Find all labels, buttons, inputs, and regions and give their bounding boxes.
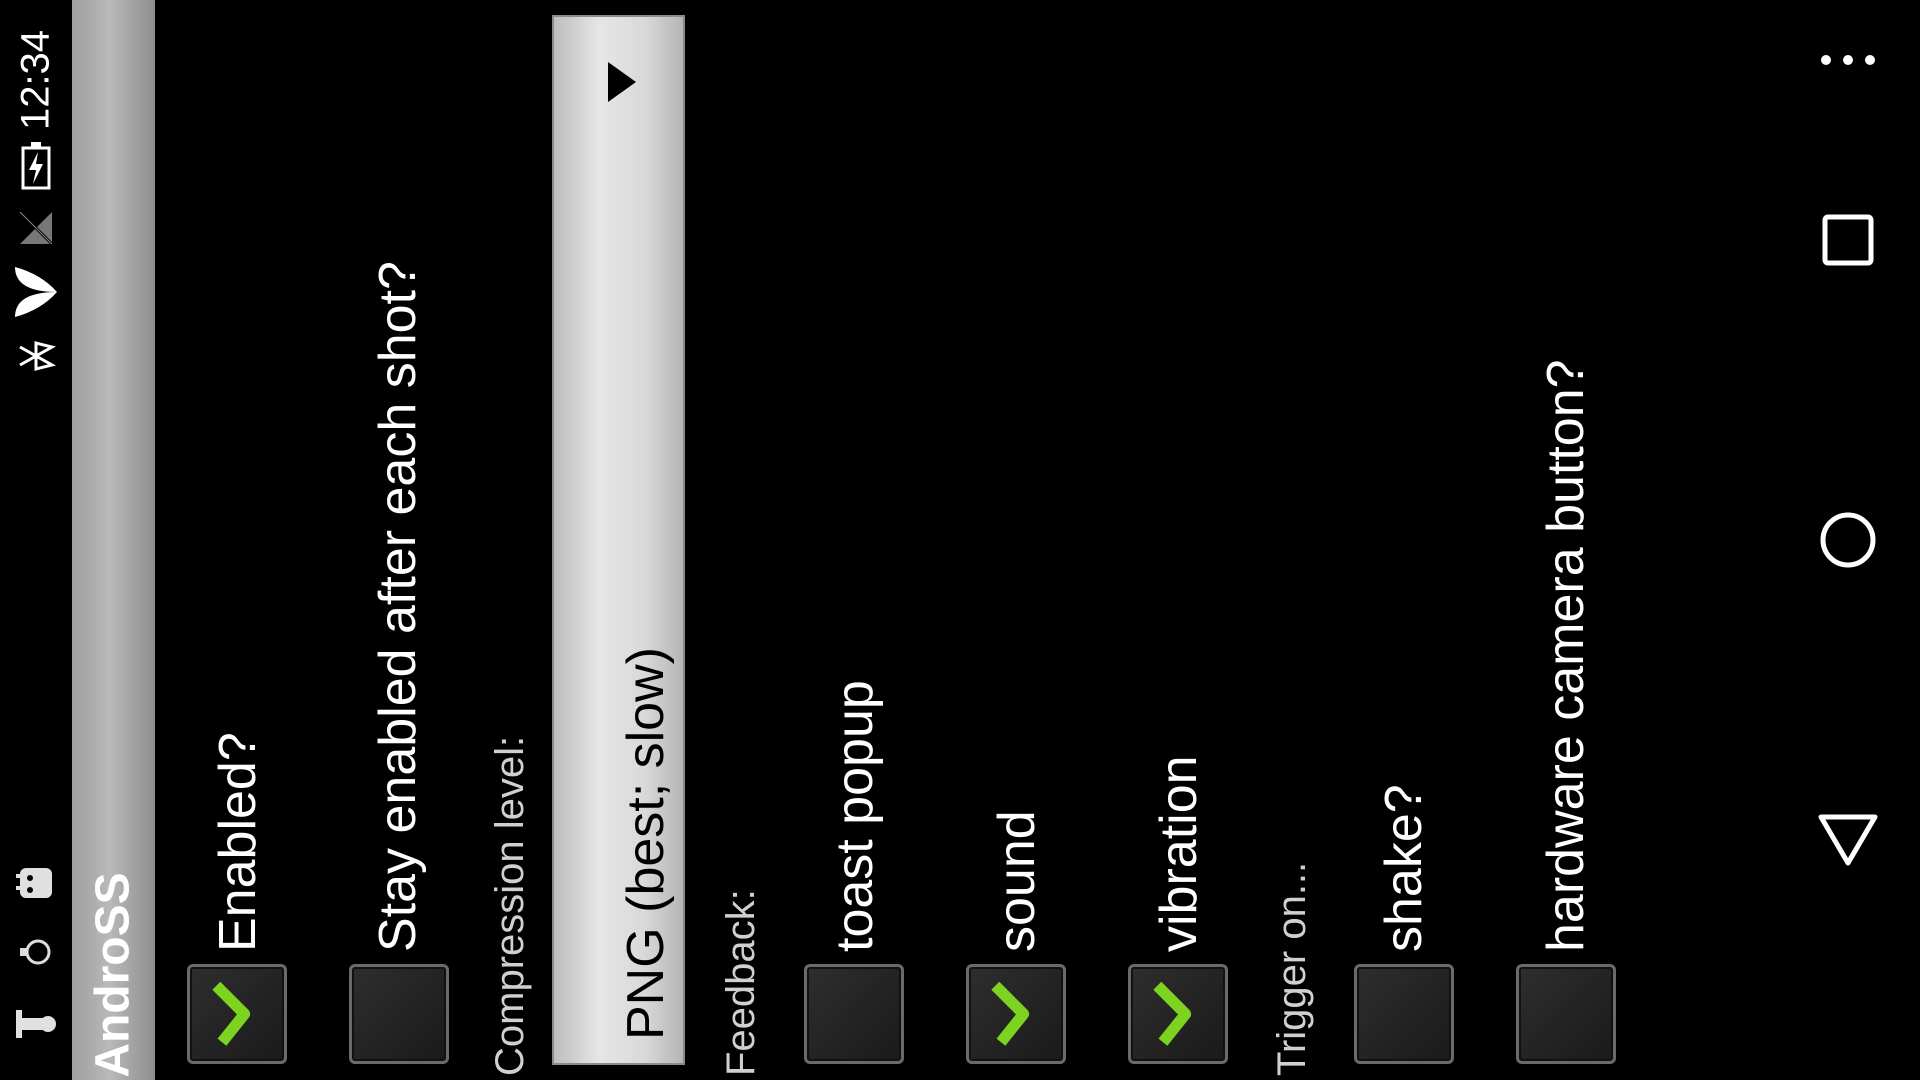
app-title: AndroSS — [86, 872, 140, 1078]
spinner-arrow-icon — [608, 62, 636, 102]
battery-charging-icon — [21, 142, 51, 190]
compression-spinner[interactable] — [552, 15, 685, 1065]
camera-button-checkbox[interactable] — [1516, 964, 1616, 1064]
back-icon[interactable] — [1817, 813, 1879, 867]
compression-value: PNG (best; slow) — [617, 647, 675, 1040]
enabled-checkbox[interactable] — [187, 964, 287, 1064]
android-debug-icon — [16, 868, 52, 898]
toast-label: toast popup — [826, 680, 884, 952]
enabled-label: Enabled? — [209, 732, 267, 952]
check-mark-icon — [1153, 981, 1192, 1046]
notification-icon — [16, 1010, 56, 1038]
bluetooth-icon — [19, 341, 56, 371]
stay-enabled-label: Stay enabled after each shot? — [369, 261, 427, 952]
wifi-icon — [15, 267, 57, 317]
recents-icon[interactable] — [1821, 213, 1875, 267]
navigation-bar — [1780, 0, 1920, 1080]
compression-label: Compression level: — [488, 735, 532, 1076]
status-bar: 12:34 — [0, 0, 72, 1080]
vibration-checkbox[interactable] — [1128, 964, 1228, 1064]
app-title-bar — [72, 0, 155, 1080]
feedback-label: Feedback: — [719, 889, 763, 1076]
lightbulb-icon — [20, 939, 51, 965]
overflow-menu-icon[interactable] — [1818, 50, 1878, 70]
status-time: 12:34 — [13, 29, 58, 131]
shake-checkbox[interactable] — [1354, 964, 1454, 1064]
trigger-label: Trigger on... — [1270, 861, 1314, 1076]
no-sim-icon — [18, 210, 54, 246]
shake-label: shake? — [1375, 784, 1433, 952]
toast-checkbox[interactable] — [804, 964, 904, 1064]
home-icon[interactable] — [1818, 510, 1878, 570]
camera-button-label: hardware camera button? — [1537, 359, 1595, 952]
sound-label: sound — [988, 810, 1046, 952]
stay-enabled-checkbox[interactable] — [349, 964, 449, 1064]
check-mark-icon — [991, 981, 1030, 1046]
vibration-label: vibration — [1150, 755, 1208, 952]
check-mark-icon — [212, 981, 251, 1046]
sound-checkbox[interactable] — [966, 964, 1066, 1064]
